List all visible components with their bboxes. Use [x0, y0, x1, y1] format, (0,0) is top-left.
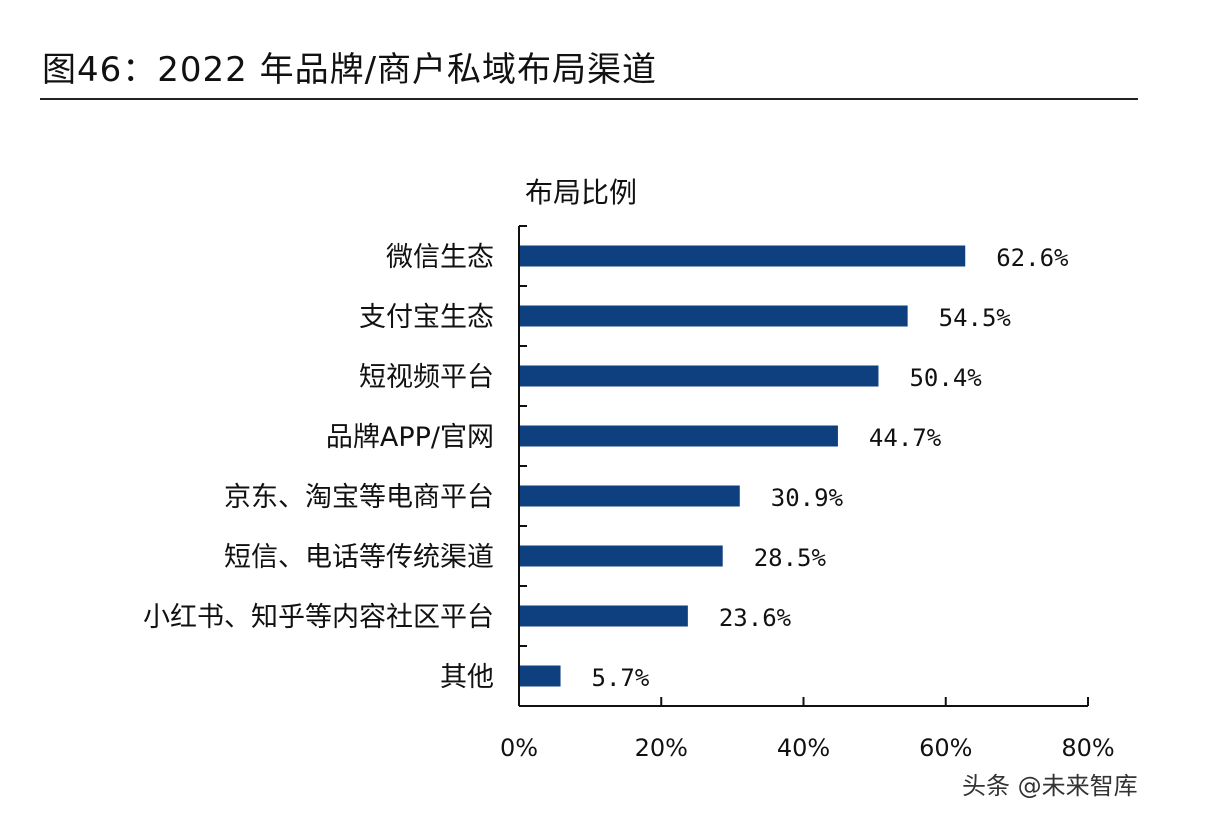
category-label: 京东、淘宝等电商平台 — [224, 482, 494, 513]
data-label: 23.6% — [719, 604, 792, 632]
bar — [520, 605, 688, 627]
figure-title: 图46：2022 年品牌/商户私域布局渠道 — [42, 50, 658, 90]
data-label: 28.5% — [754, 544, 827, 572]
data-label: 50.4% — [909, 364, 982, 392]
x-tick-label: 60% — [919, 734, 972, 762]
x-tick-label: 80% — [1061, 734, 1114, 762]
data-label: 5.7% — [592, 664, 650, 692]
bar — [520, 425, 838, 447]
category-label: 其他 — [440, 662, 494, 693]
x-tick-label: 0% — [500, 734, 538, 762]
bar — [520, 545, 723, 567]
x-tick-label: 20% — [635, 734, 688, 762]
series-label: 布局比例 — [525, 176, 637, 209]
data-label: 62.6% — [996, 244, 1069, 272]
bar — [520, 245, 966, 267]
bar — [520, 665, 561, 687]
category-label: 小红书、知乎等内容社区平台 — [143, 602, 494, 633]
category-label: 短视频平台 — [359, 362, 494, 393]
data-label: 54.5% — [939, 304, 1012, 332]
title-underline — [40, 98, 1138, 100]
category-label: 短信、电话等传统渠道 — [224, 542, 494, 573]
bar — [520, 365, 879, 387]
data-label: 30.9% — [771, 484, 844, 512]
category-label: 品牌APP/官网 — [326, 422, 494, 453]
bar — [520, 485, 740, 507]
category-label: 支付宝生态 — [359, 302, 494, 333]
data-label: 44.7% — [869, 424, 942, 452]
watermark: 头条 @未来智库 — [962, 772, 1138, 800]
x-tick-label: 40% — [777, 734, 830, 762]
bar — [520, 305, 908, 327]
category-label: 微信生态 — [386, 242, 494, 273]
